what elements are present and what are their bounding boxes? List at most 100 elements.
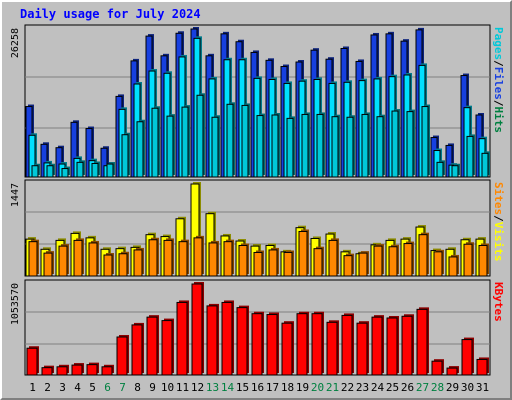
x-tick-label-7: 7 (119, 381, 126, 394)
bar-pages-day-23 (361, 113, 369, 178)
bar-kbytes-day-28 (431, 360, 443, 376)
bar-sites-day-6 (103, 254, 113, 277)
bar-pages-day-26 (406, 111, 414, 178)
bar-kbytes-day-4 (71, 364, 83, 376)
x-tick-label-23: 23 (356, 381, 369, 394)
bar-sites-day-29 (448, 256, 458, 277)
bar-sites-day-15 (238, 244, 248, 277)
bar-sites-day-24 (373, 245, 383, 277)
x-tick-label-25: 25 (386, 381, 399, 394)
x-tick-label-24: 24 (371, 381, 385, 394)
x-tick-label-18: 18 (281, 381, 294, 394)
bar-pages-day-18 (286, 117, 294, 178)
chart-title: Daily usage for July 2024 (20, 7, 201, 21)
bar-sites-day-4 (73, 239, 83, 277)
bar-sites-day-23 (358, 252, 368, 277)
bar-kbytes-day-30 (461, 339, 473, 376)
ylabel-kbytes: KBytes (492, 282, 505, 322)
max-label-visits-sites: 1447 (10, 183, 21, 207)
bar-pages-day-10 (166, 115, 174, 178)
bar-sites-day-11 (178, 241, 188, 277)
ylabel-part: / (492, 215, 505, 222)
x-tick-label-3: 3 (59, 381, 66, 394)
x-tick-label-30: 30 (461, 381, 474, 394)
bar-kbytes-day-3 (56, 366, 68, 376)
bar-kbytes-day-9 (146, 316, 158, 376)
bar-pages-day-7 (121, 134, 129, 178)
bar-kbytes-day-12 (191, 283, 203, 376)
bar-pages-day-17 (271, 114, 279, 178)
bar-pages-day-24 (376, 116, 384, 178)
bar-pages-day-3 (61, 168, 69, 178)
x-tick-label-16: 16 (251, 381, 264, 394)
bar-pages-day-9 (151, 107, 159, 178)
bar-kbytes-day-7 (116, 336, 128, 376)
ylabel-part: KBytes (492, 282, 505, 322)
bar-pages-day-30 (466, 135, 474, 178)
bar-kbytes-day-19 (296, 313, 308, 376)
bar-kbytes-day-11 (176, 301, 188, 376)
bar-pages-day-5 (91, 162, 99, 178)
ylabel-part: Visits (492, 222, 505, 262)
x-tick-label-6: 6 (104, 381, 111, 394)
bar-pages-day-16 (256, 115, 264, 178)
bar-kbytes-day-14 (221, 301, 233, 376)
ylabel-hits-files-pages: Pages/Files/Hits (492, 27, 505, 133)
max-label-hits-files-pages: 26258 (10, 28, 21, 58)
bar-sites-day-16 (253, 251, 263, 277)
bar-sites-day-18 (283, 251, 293, 277)
x-tick-label-29: 29 (446, 381, 459, 394)
ylabel-part: Files (492, 67, 505, 100)
bar-kbytes-day-5 (86, 364, 98, 376)
bar-kbytes-day-27 (416, 308, 428, 376)
x-tick-label-17: 17 (266, 381, 279, 394)
bar-kbytes-day-26 (401, 315, 413, 376)
ylabel-visits-sites: Sites/Visits (492, 182, 505, 262)
bar-sites-day-27 (418, 234, 428, 277)
bar-pages-day-27 (421, 106, 429, 178)
x-tick-label-11: 11 (176, 381, 189, 394)
bar-sites-day-8 (133, 249, 143, 277)
ylabel-part: Sites (492, 182, 505, 215)
bar-kbytes-day-20 (311, 313, 323, 376)
bar-kbytes-day-10 (161, 320, 173, 376)
bar-pages-day-20 (316, 113, 324, 178)
bar-pages-day-6 (106, 163, 114, 178)
bar-pages-day-12 (196, 94, 204, 178)
x-tick-label-28: 28 (431, 381, 444, 394)
x-tick-label-12: 12 (191, 381, 204, 394)
bar-kbytes-day-21 (326, 321, 338, 376)
x-tick-label-4: 4 (74, 381, 81, 394)
bar-pages-day-13 (211, 116, 219, 178)
bar-pages-day-11 (181, 106, 189, 178)
bar-pages-day-8 (136, 121, 144, 178)
x-tick-label-10: 10 (161, 381, 174, 394)
bar-sites-day-21 (328, 239, 338, 277)
bar-pages-day-2 (46, 165, 54, 178)
bar-kbytes-day-22 (341, 314, 353, 376)
bar-kbytes-day-2 (41, 367, 53, 376)
bar-pages-day-31 (481, 152, 489, 178)
bar-kbytes-day-6 (101, 366, 113, 376)
bar-pages-day-21 (331, 116, 339, 178)
x-tick-label-9: 9 (149, 381, 156, 394)
bar-kbytes-day-24 (371, 316, 383, 376)
bar-sites-day-31 (478, 244, 488, 277)
bar-sites-day-28 (433, 251, 443, 277)
bar-sites-day-3 (58, 245, 68, 277)
bar-sites-day-17 (268, 249, 278, 277)
max-label-kbytes: 1053570 (10, 283, 21, 325)
ylabel-part: Pages (492, 27, 505, 60)
bar-kbytes-day-16 (251, 313, 263, 376)
bar-pages-day-4 (76, 161, 84, 178)
x-tick-label-5: 5 (89, 381, 96, 394)
x-tick-label-19: 19 (296, 381, 309, 394)
x-tick-label-14: 14 (221, 381, 235, 394)
bar-pages-day-15 (241, 104, 249, 178)
bar-pages-day-19 (301, 113, 309, 178)
bar-kbytes-day-1 (26, 347, 38, 376)
bar-sites-day-1 (28, 241, 38, 277)
bar-kbytes-day-17 (266, 314, 278, 376)
